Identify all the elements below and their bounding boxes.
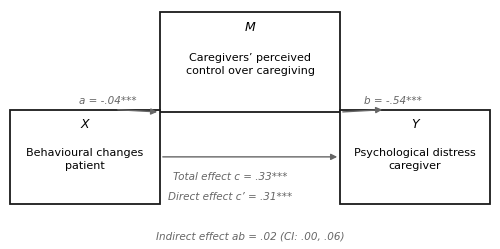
Text: Indirect effect ab = .02 (CI: .00, .06): Indirect effect ab = .02 (CI: .00, .06) [156,232,344,242]
Text: Caregivers’ perceived
control over caregiving: Caregivers’ perceived control over careg… [186,53,314,76]
Text: Y: Y [411,118,419,131]
Text: Total effect c = .33***: Total effect c = .33*** [173,172,287,182]
Text: Behavioural changes
patient: Behavioural changes patient [26,148,144,171]
FancyBboxPatch shape [340,110,490,204]
Text: Direct effect c’ = .31***: Direct effect c’ = .31*** [168,192,292,202]
Text: b = -.54***: b = -.54*** [364,96,422,106]
Text: Psychological distress
caregiver: Psychological distress caregiver [354,148,476,171]
Text: a = -.04***: a = -.04*** [78,96,136,106]
FancyBboxPatch shape [160,12,340,112]
FancyBboxPatch shape [10,110,160,204]
Text: M: M [244,21,256,34]
Text: X: X [80,118,90,131]
